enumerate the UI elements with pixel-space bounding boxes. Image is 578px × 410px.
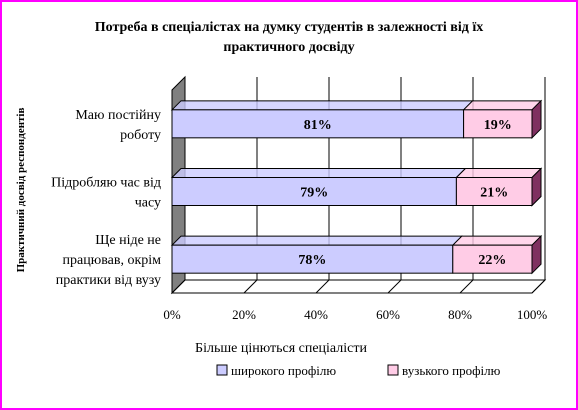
bar-segment <box>463 109 533 139</box>
data-label: 79% <box>300 186 328 201</box>
category-label: Маю постійну <box>75 108 161 123</box>
x-tick-label: 80% <box>448 307 472 322</box>
bar-top <box>170 235 464 246</box>
x-axis-label: Більше цінються спеціалісти <box>195 341 367 356</box>
category-label: часу <box>135 196 161 211</box>
bar-top <box>455 168 543 178</box>
data-label: 78% <box>298 253 326 268</box>
legend-label: вузького профілю <box>402 363 501 378</box>
category-label: Ще ніде не <box>95 233 161 248</box>
bar-segment <box>455 177 533 206</box>
x-tick-label: 100% <box>517 307 548 322</box>
category-label: роботу <box>120 128 161 143</box>
floor-gridline <box>171 279 186 294</box>
category-label: Підробляю час від <box>51 176 161 191</box>
bar-side <box>531 234 542 275</box>
bar-segment <box>171 244 454 274</box>
chart-title-line: Потреба в спеціалістах на думку студенті… <box>95 20 483 35</box>
x-tick-label: 40% <box>304 307 328 322</box>
floor-gridline <box>387 279 402 294</box>
data-label: 21% <box>480 186 508 201</box>
data-label: 19% <box>484 118 512 133</box>
bar-segment <box>171 109 465 139</box>
x-tick-label: 60% <box>376 307 400 322</box>
legend-swatch <box>216 364 228 376</box>
bar-top <box>170 168 467 178</box>
chart-title-line: практичного досвіду <box>223 40 354 55</box>
bar-side <box>531 167 542 207</box>
x-tick-label: 0% <box>163 307 181 322</box>
legend-swatch <box>387 364 399 376</box>
bar-side <box>531 99 542 140</box>
category-label: практики від вузу <box>56 273 161 288</box>
floor-gridline <box>459 279 474 294</box>
bar-top <box>170 100 474 111</box>
bar-top <box>462 100 543 111</box>
floor-gridline <box>315 279 330 294</box>
legend-label: широкого профілю <box>231 363 336 378</box>
data-label: 81% <box>304 118 332 133</box>
floor <box>170 279 547 294</box>
bar-segment <box>171 177 457 206</box>
floor-gridline <box>243 279 258 294</box>
y-axis-label: Практичний досвід респондентів <box>15 108 27 273</box>
bar-top <box>451 235 543 246</box>
category-label: працював, окрім <box>63 253 162 268</box>
x-tick-label: 20% <box>232 307 256 322</box>
floor-gridline <box>531 279 546 294</box>
data-label: 22% <box>478 253 506 268</box>
